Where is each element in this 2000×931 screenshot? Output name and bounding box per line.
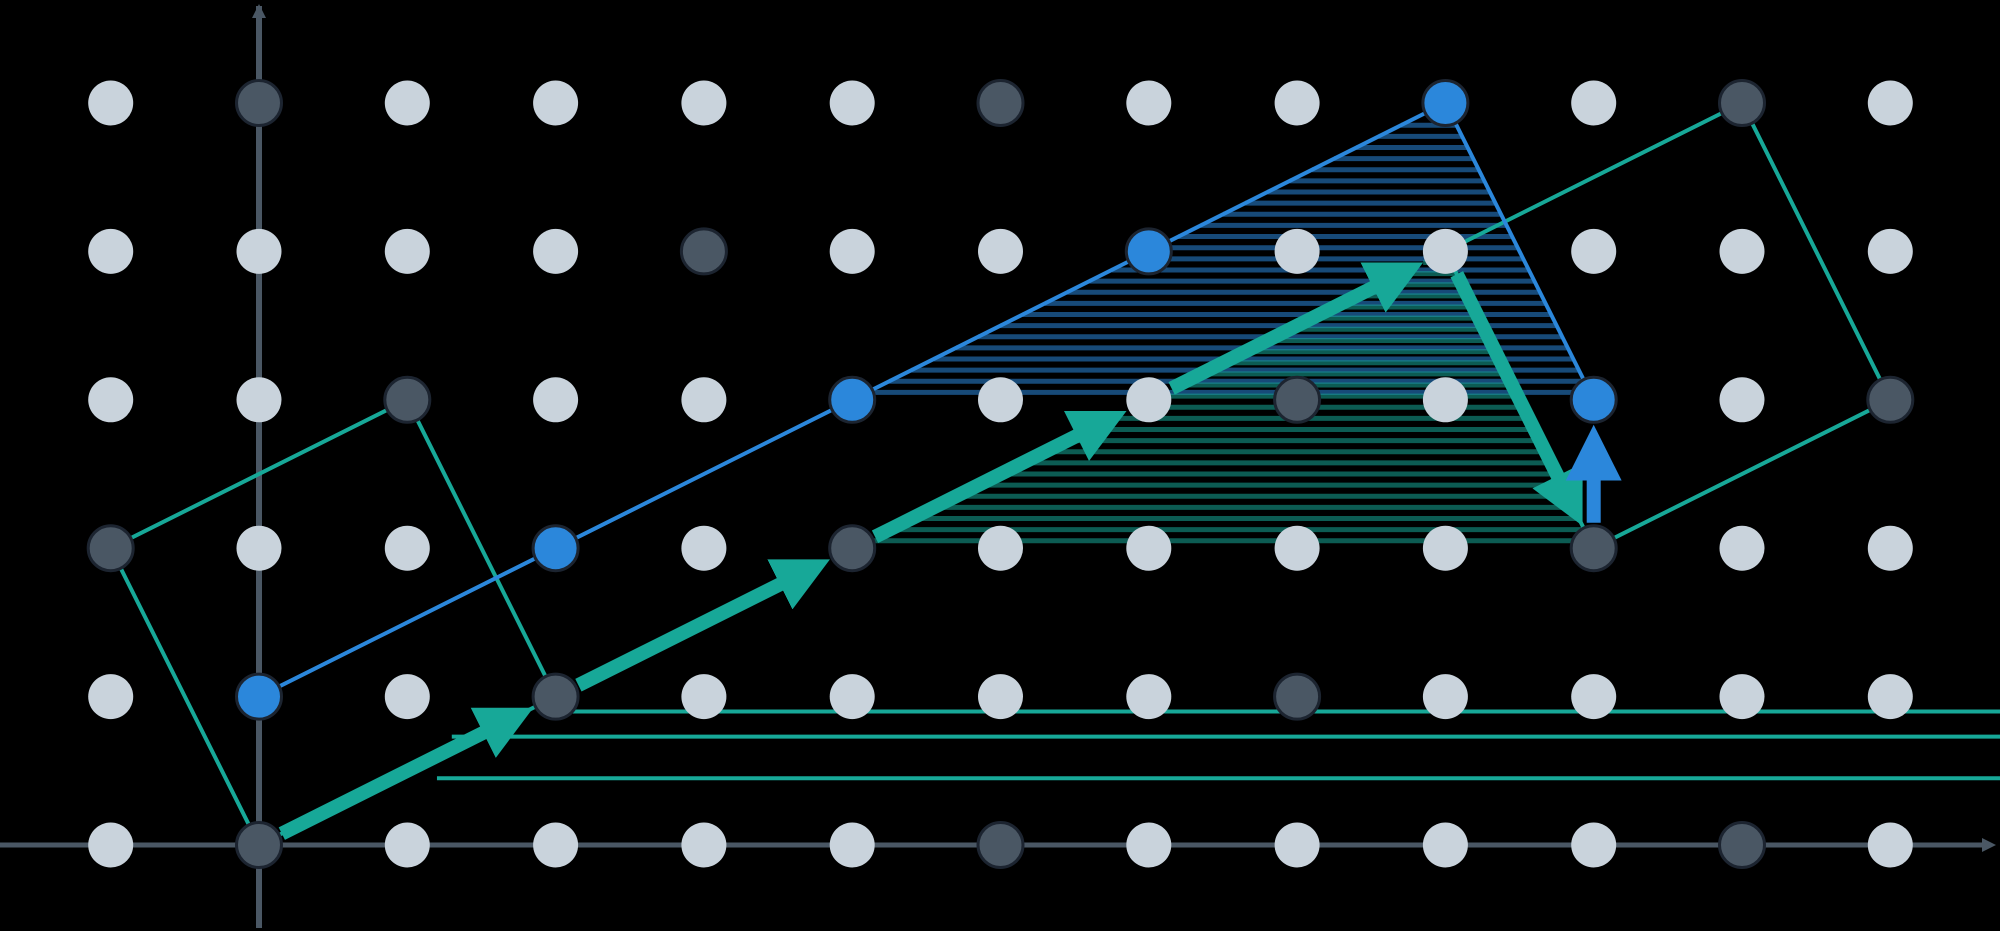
lattice-point [384,525,430,571]
lattice-point [1571,80,1617,126]
lattice-point [1571,674,1617,720]
lattice-point [1422,525,1468,571]
lattice-point [978,377,1023,423]
lattice-point [384,674,430,720]
lattice-point [1274,228,1320,274]
lattice-point [236,377,282,423]
teal-arrow [1450,271,1583,526]
dark-lattice-point [828,524,877,573]
lattice-point [1867,228,1913,274]
lattice-point [1867,80,1913,126]
lattice-point [236,228,282,274]
lattice-point [1126,674,1172,720]
lattice-point [88,228,134,274]
dark-lattice-point [235,821,283,869]
lattice-point [1274,525,1320,571]
dark-lattice-point [976,79,1025,127]
lattice-point [1126,525,1172,571]
lattice-point [681,377,727,423]
dark-lattice-point [235,79,283,127]
lattice-point [1422,377,1468,423]
blue-path-point [1124,227,1173,276]
y-axis-arrowhead [252,4,266,18]
lattice-point [1422,228,1468,274]
dark-lattice-point [86,524,135,573]
lattice-point [681,822,727,868]
lattice-point [978,525,1023,571]
blue-path-segment [1147,101,1447,254]
lattice-point [681,80,727,126]
blue-path-point [1421,79,1470,127]
lattice-point [1126,377,1172,423]
lattice-point [978,674,1023,720]
lattice-point [88,822,134,868]
lattice-point [829,674,875,720]
lattice-point [88,80,134,126]
lattice-point [1274,80,1320,126]
teal-arrow [871,410,1127,544]
dark-lattice-point [1569,524,1618,573]
lattice-point [533,228,579,274]
dark-lattice-point [976,821,1025,869]
dark-lattice-point [1273,672,1322,721]
dark-lattice-point [1718,821,1766,869]
teal-arrow [278,707,534,840]
dark-lattice-point [679,227,728,276]
lattice-points-layer [86,79,1915,869]
dark-lattice-point [383,375,432,424]
lattice-point [1867,822,1913,868]
teal-arrow [575,559,830,692]
lattice-point [1422,822,1468,868]
dark-lattice-point [1273,375,1322,424]
dark-lattice-point [1866,375,1915,424]
lattice-point [1867,674,1913,720]
teal-arrow [1168,262,1424,395]
lattice-point [88,674,134,720]
blue-path-point [235,672,283,721]
lattice-point [533,377,579,423]
lattice-point [1719,377,1765,423]
dark-lattice-point [1718,79,1766,127]
lattice-point [384,228,430,274]
lattice-point [829,80,875,126]
lattice-point [829,228,875,274]
blue-path-point [828,375,877,424]
lattice-point [681,674,727,720]
blue-path-point [1569,375,1618,424]
lattice-point [533,822,579,868]
background-lines-layer [436,709,2000,781]
lattice-point [88,377,134,423]
path-layer [258,101,1622,840]
lattice-point [1571,822,1617,868]
lattice-point [1867,525,1913,571]
lattice-point [533,80,579,126]
x-axis-arrowhead [1982,838,1996,852]
blue-path-segment [554,398,854,550]
lattice-point [384,822,430,868]
lattice-point [978,228,1023,274]
lattice-point [236,525,282,571]
blue-path-segment [851,249,1150,402]
lattice-point [1719,674,1765,720]
lattice-point [829,822,875,868]
lattice-point [1422,674,1468,720]
blue-path-segment [1443,102,1596,401]
lattice-point [1719,228,1765,274]
lattice-point [1571,228,1617,274]
axes-layer [0,4,1996,928]
lattice-point [1126,822,1172,868]
lattice-point [681,525,727,571]
lattice-point [384,80,430,126]
blue-path-segment [258,546,557,699]
dark-lattice-point [531,672,580,721]
blue-path-point [531,524,580,573]
lattice-point [1719,525,1765,571]
lattice-point [1126,80,1172,126]
lattice-point [1274,822,1320,868]
